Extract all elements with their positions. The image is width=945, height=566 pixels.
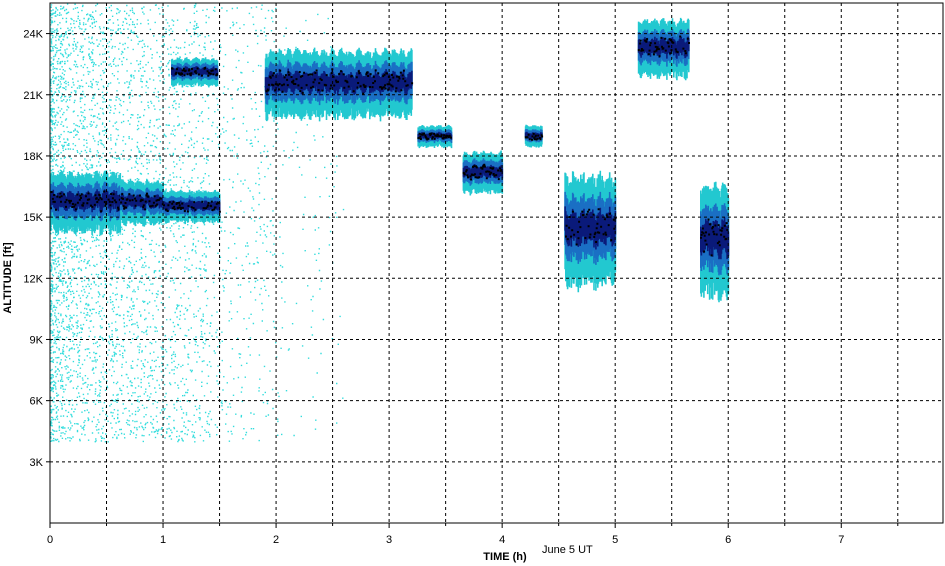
- cloud-strong-echo: [524, 131, 543, 140]
- grid-lines: [50, 3, 943, 523]
- cloud-peak-points: [637, 35, 690, 58]
- cloud-layer-7: [462, 150, 504, 196]
- cloud-layer-4: [171, 57, 219, 88]
- x-tick-label-7: 7: [838, 534, 844, 546]
- cloud-peak-points: [565, 208, 617, 246]
- cloud-layer-3: [163, 189, 221, 225]
- date-label: June 5 UT: [542, 544, 593, 556]
- y-tick-label-4: 15K: [23, 212, 43, 224]
- x-tick-label-5: 5: [612, 534, 618, 546]
- cloud-layer-9: [564, 170, 617, 293]
- cloud-peak-points: [171, 67, 218, 77]
- cloud-layer-10: [637, 17, 690, 81]
- y-tick-label-0: 3K: [30, 457, 44, 469]
- y-tick-label-6: 21K: [23, 90, 43, 102]
- x-tick-label-6: 6: [725, 534, 731, 546]
- cloud-peak-points: [524, 132, 544, 141]
- cloud-layer-6: [417, 124, 453, 149]
- cloud-layer-5: [264, 47, 414, 122]
- cloud-peak-points: [265, 68, 414, 95]
- y-axis-title: ALTITUDE [ft]: [2, 242, 14, 314]
- y-tick-label-5: 18K: [23, 151, 43, 163]
- cloud-layer-1: [50, 170, 122, 236]
- cloud-peak-points: [462, 163, 503, 181]
- y-tick-label-3: 12K: [23, 273, 43, 285]
- cloud-peak-points: [163, 200, 221, 213]
- cloud-layer-8: [524, 124, 544, 148]
- y-tick-label-2: 9K: [30, 334, 44, 346]
- x-tick-label-4: 4: [499, 534, 505, 546]
- x-tick-label-0: 0: [47, 534, 53, 546]
- x-tick-label-2: 2: [273, 534, 279, 546]
- cloud-layer-2: [120, 178, 164, 227]
- x-tick-label-3: 3: [386, 534, 392, 546]
- x-axis-title: TIME (h): [483, 551, 527, 563]
- cloud-peak-points: [417, 132, 452, 141]
- cloud-strong-echo: [50, 189, 122, 214]
- x-tick-label-1: 1: [160, 534, 166, 546]
- y-tick-label-7: 24K: [23, 29, 43, 41]
- cloud-peak-points: [120, 192, 164, 211]
- x-axis-ticks: 0 1 2 3 4 5 6 7: [47, 523, 899, 546]
- plot-frame: [49, 2, 944, 524]
- y-axis-ticks: 3K 6K 9K 12K 15K 18K 21K 24K: [23, 29, 50, 469]
- cloud-layers: [50, 17, 730, 303]
- cloud-layer-11: [700, 181, 730, 303]
- y-tick-label-1: 6K: [30, 396, 44, 408]
